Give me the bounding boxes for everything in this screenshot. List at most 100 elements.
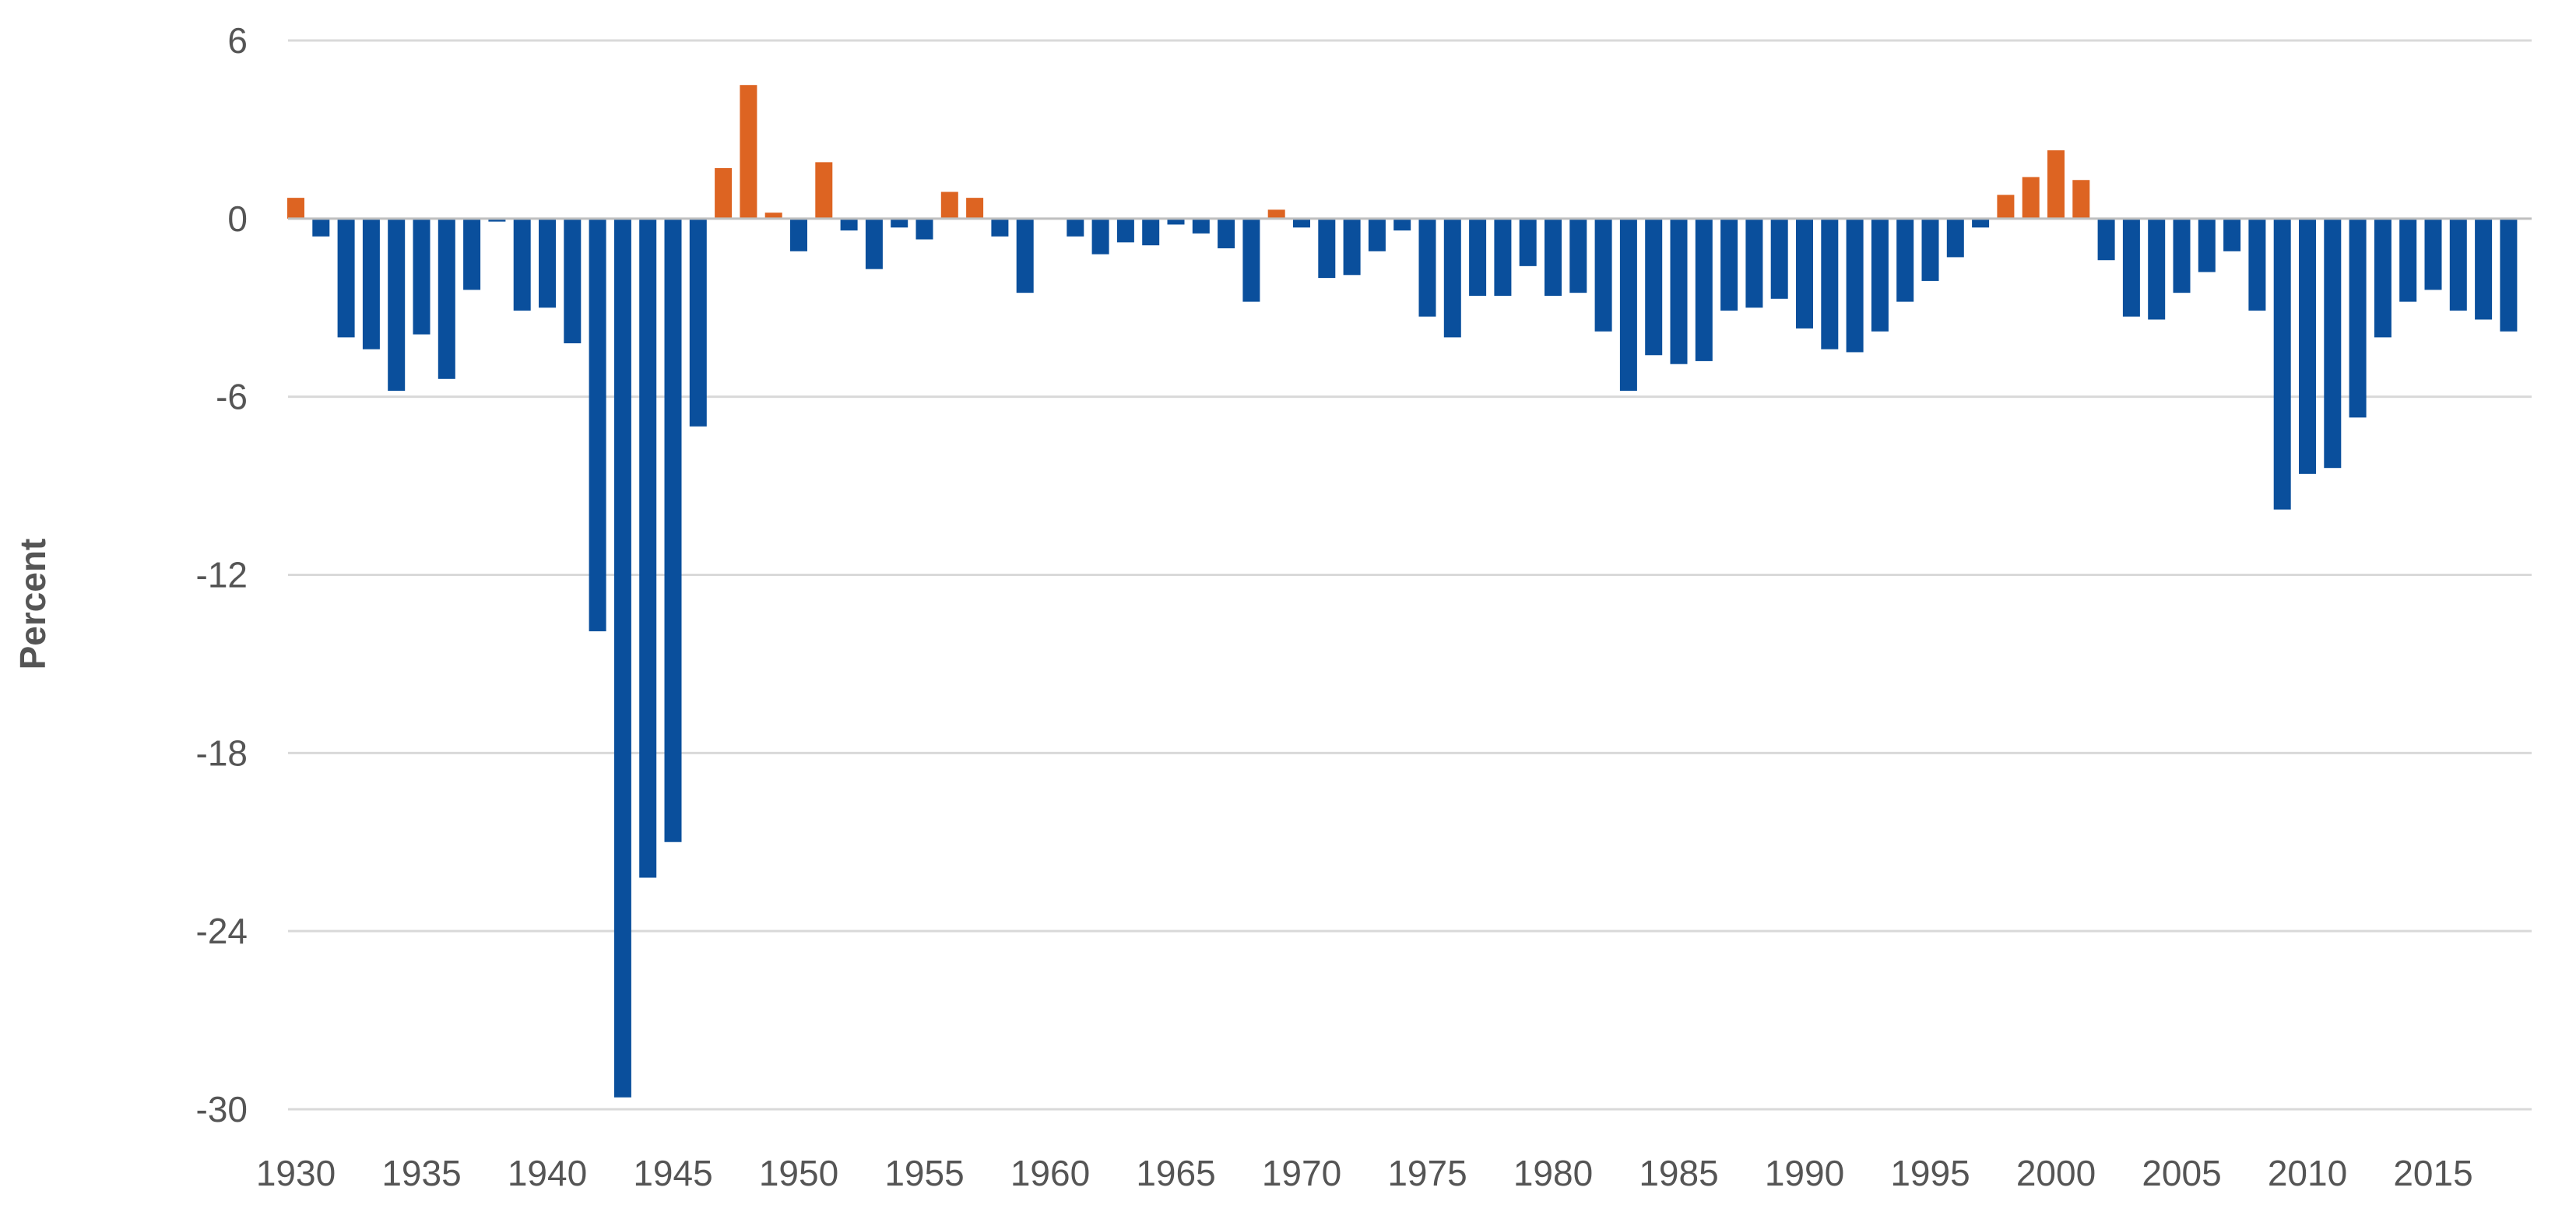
bar <box>1594 218 1612 332</box>
bar <box>815 162 833 219</box>
bar <box>1318 218 1336 279</box>
bar <box>2399 218 2417 302</box>
bar <box>664 218 682 842</box>
y-tick-label: 0 <box>227 198 248 239</box>
bar <box>2349 218 2367 418</box>
bar <box>1770 218 1788 299</box>
bar <box>287 198 304 219</box>
bar <box>1670 218 1688 364</box>
bar <box>1695 218 1713 361</box>
bar <box>1016 218 1034 293</box>
bar <box>1645 218 1663 356</box>
bar <box>1545 218 1562 296</box>
bar <box>1569 218 1587 293</box>
bars <box>287 85 2518 1098</box>
bar <box>1871 218 1889 332</box>
y-tick-labels: 6 0 -6 -12 -18 -24 -30 <box>196 20 248 1129</box>
x-tick-labels: 1930 1935 1940 1945 1950 1955 1960 1965 1970 1975… <box>256 1153 2473 1193</box>
bar <box>1418 218 1436 317</box>
bar <box>1167 218 1185 225</box>
bar <box>715 167 733 219</box>
bar <box>1469 218 1487 296</box>
bar <box>966 198 984 219</box>
bar <box>438 218 455 379</box>
bar <box>1619 218 1637 392</box>
bar <box>1720 218 1738 311</box>
bar <box>865 218 883 269</box>
x-tick-label: 1935 <box>381 1153 461 1193</box>
y-tick-label: -30 <box>196 1089 248 1129</box>
bar <box>1972 218 1990 228</box>
bar <box>2248 218 2266 311</box>
bar <box>1443 218 1461 338</box>
bar <box>840 218 858 231</box>
x-tick-label: 1995 <box>1890 1153 1970 1193</box>
bar <box>1745 218 1763 308</box>
bar <box>2374 218 2391 338</box>
x-tick-label: 1955 <box>884 1153 964 1193</box>
y-tick-label: 6 <box>227 20 248 61</box>
bar <box>1218 218 1235 248</box>
bar <box>2223 218 2241 251</box>
bar <box>589 218 606 631</box>
bar <box>740 85 757 219</box>
bar <box>2299 218 2316 474</box>
bar <box>337 218 355 338</box>
x-tick-label: 1985 <box>1639 1153 1718 1193</box>
bar <box>1116 218 1134 243</box>
x-tick-label: 1980 <box>1513 1153 1593 1193</box>
bar <box>1368 218 1386 251</box>
bar <box>312 218 330 237</box>
bar <box>2500 218 2518 332</box>
bar <box>1242 218 1260 302</box>
bar <box>991 218 1009 237</box>
gridlines <box>288 39 2532 1111</box>
bar <box>1896 218 1914 302</box>
bar <box>915 218 933 240</box>
x-tick-label: 1950 <box>759 1153 838 1193</box>
bar <box>790 218 807 251</box>
bar <box>891 218 908 228</box>
bar <box>2047 150 2065 219</box>
x-tick-label: 1945 <box>633 1153 712 1193</box>
bar <box>2022 177 2040 219</box>
bar <box>2173 218 2191 293</box>
bar <box>1846 218 1864 353</box>
bar <box>2424 218 2442 290</box>
bar <box>413 218 431 335</box>
bar <box>488 218 506 222</box>
bar <box>513 218 531 311</box>
bar <box>1393 218 1411 231</box>
y-tick-label: -12 <box>196 555 248 595</box>
bar <box>1821 218 1839 350</box>
bar <box>564 218 582 344</box>
bar <box>689 218 707 427</box>
x-tick-label: 1940 <box>508 1153 587 1193</box>
bar <box>1796 218 1813 328</box>
bar <box>639 218 657 878</box>
x-tick-label: 2015 <box>2393 1153 2472 1193</box>
x-tick-label: 1960 <box>1010 1153 1090 1193</box>
bar <box>388 218 406 392</box>
bar <box>1997 195 2015 219</box>
bar <box>2148 218 2166 320</box>
bar <box>1267 209 1285 219</box>
bar <box>1946 218 1964 258</box>
y-tick-label: -24 <box>196 911 248 951</box>
bar <box>2122 218 2140 317</box>
bar <box>1067 218 1084 237</box>
bar <box>940 191 958 219</box>
bar <box>2273 218 2291 510</box>
bar <box>2449 218 2467 311</box>
bar <box>2475 218 2493 320</box>
x-tick-label: 1970 <box>1262 1153 1341 1193</box>
bar <box>1192 218 1210 234</box>
bar <box>1091 218 1109 255</box>
bar <box>463 218 481 290</box>
x-tick-label: 1990 <box>1765 1153 1844 1193</box>
bar <box>764 213 782 219</box>
bar <box>1343 218 1361 276</box>
y-tick-label: -18 <box>196 732 248 773</box>
bar <box>613 218 631 1098</box>
